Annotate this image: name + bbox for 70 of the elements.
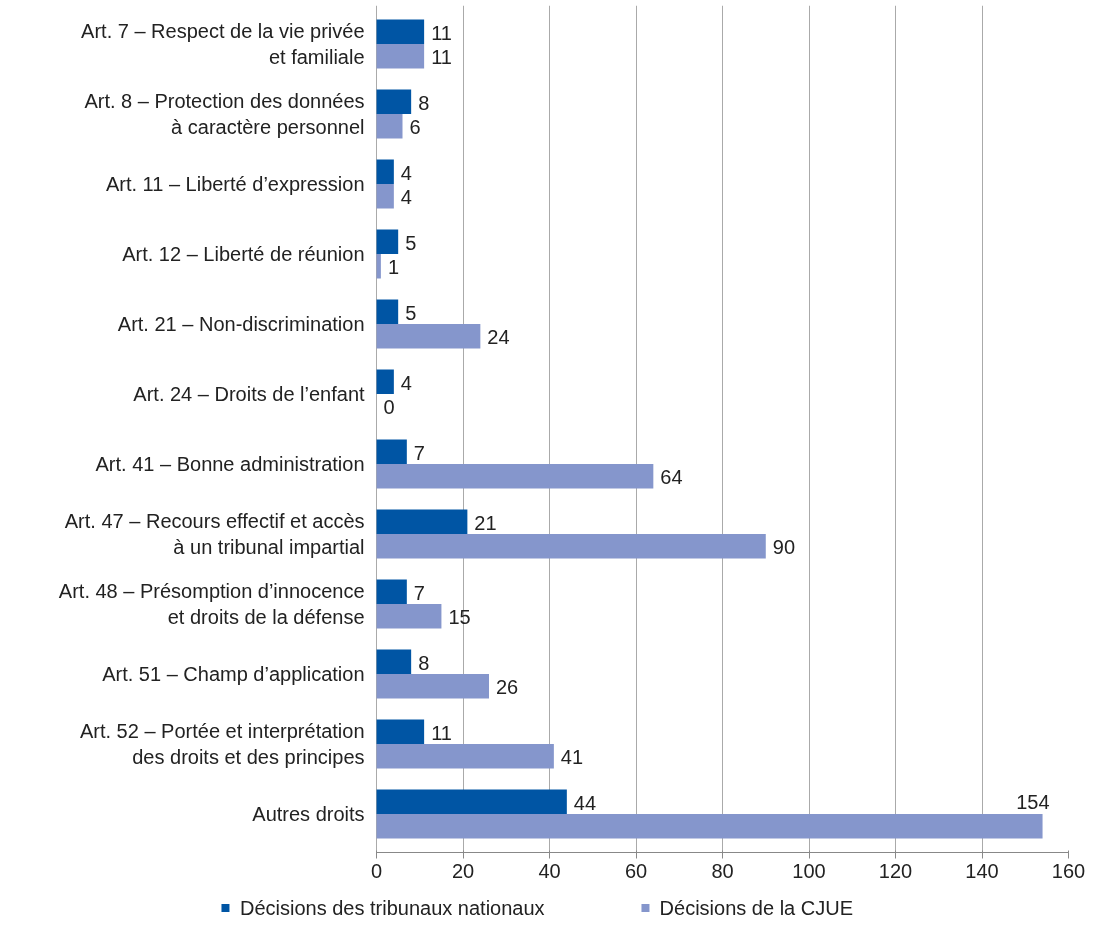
data-label: 8 xyxy=(418,651,430,674)
data-label: 6 xyxy=(409,116,421,139)
bar xyxy=(376,814,1043,839)
data-label: 11 xyxy=(431,721,452,744)
bar xyxy=(376,299,399,324)
bar xyxy=(376,439,407,464)
bar xyxy=(376,324,481,349)
bar xyxy=(376,744,554,769)
y-tick-label: Art. 41 – Bonne administration xyxy=(95,453,365,475)
legend-label: Décisions des tribunaux nationaux xyxy=(239,896,545,919)
bar xyxy=(376,604,442,629)
data-label: 4 xyxy=(400,186,412,209)
data-label: 7 xyxy=(413,581,425,604)
bar xyxy=(376,509,468,534)
data-label: 64 xyxy=(660,466,683,489)
x-tick-label: 140 xyxy=(965,859,999,882)
bar xyxy=(376,579,407,604)
x-tick-label: 120 xyxy=(878,859,913,882)
bar xyxy=(376,114,403,139)
bar xyxy=(376,719,425,744)
x-tick-label: 100 xyxy=(792,859,826,882)
bar xyxy=(376,19,425,44)
bar xyxy=(376,464,654,489)
x-tick-label: 60 xyxy=(624,859,648,882)
data-label: 0 xyxy=(383,396,395,419)
bar xyxy=(376,674,489,699)
bar xyxy=(376,789,567,814)
y-tick-label: Autres droits xyxy=(252,803,365,825)
x-tick-label: 40 xyxy=(538,859,561,882)
bar xyxy=(376,229,399,254)
bar xyxy=(376,369,394,394)
data-label: 7 xyxy=(413,441,425,464)
y-tick-label: Art. 21 – Non-discrimination xyxy=(117,313,365,335)
x-tick-label: 0 xyxy=(370,859,383,882)
y-tick-label: Art. 48 – Présomption d’innocence et droits de la défense xyxy=(58,580,365,628)
data-label: 44 xyxy=(573,791,597,814)
bar xyxy=(376,184,394,209)
x-tick-label: 20 xyxy=(451,859,475,882)
data-label: 15 xyxy=(448,606,471,629)
y-tick-label: Art. 7 – Respect de la vie privée et familiale xyxy=(81,20,365,68)
data-label: 4 xyxy=(400,161,412,184)
y-tick-label: Art. 52 – Portée et interprétation des droits et des principes xyxy=(79,720,365,768)
data-label: 11 xyxy=(431,46,452,69)
data-label: 1 xyxy=(387,256,400,279)
data-label: 41 xyxy=(560,746,584,769)
data-label: 5 xyxy=(405,231,417,254)
bar xyxy=(376,649,412,674)
y-tick-label: Art. 12 – Liberté de réunion xyxy=(122,243,365,265)
data-label: 4 xyxy=(400,371,412,394)
x-tick-label: 80 xyxy=(711,859,734,882)
data-label: 11 xyxy=(431,21,452,44)
y-tick-label: Art. 24 – Droits de l’enfant xyxy=(133,383,365,405)
y-tick-label: Art. 47 – Recours effectif et accès à un tribunal impartial xyxy=(64,510,365,558)
bar xyxy=(376,44,425,69)
y-tick-label: Art. 51 – Champ d’application xyxy=(102,663,365,685)
data-label: 21 xyxy=(474,511,497,534)
y-tick-label: Art. 8 – Protection des données à caractère personnel xyxy=(84,90,365,138)
bar xyxy=(376,89,412,114)
bar xyxy=(376,254,381,279)
data-label: 5 xyxy=(405,301,417,324)
legend-label: Décisions de la CJUE xyxy=(659,896,854,919)
data-label: 24 xyxy=(487,326,510,349)
x-tick-label: 160 xyxy=(1051,859,1086,882)
data-label: 26 xyxy=(496,676,519,699)
data-label: 90 xyxy=(772,536,796,559)
y-tick-label: Art. 11 – Liberté d’expression xyxy=(105,173,365,195)
data-label: 154 xyxy=(1016,791,1050,813)
data-label: 8 xyxy=(418,91,430,114)
bar xyxy=(376,534,766,559)
bar xyxy=(376,159,394,184)
